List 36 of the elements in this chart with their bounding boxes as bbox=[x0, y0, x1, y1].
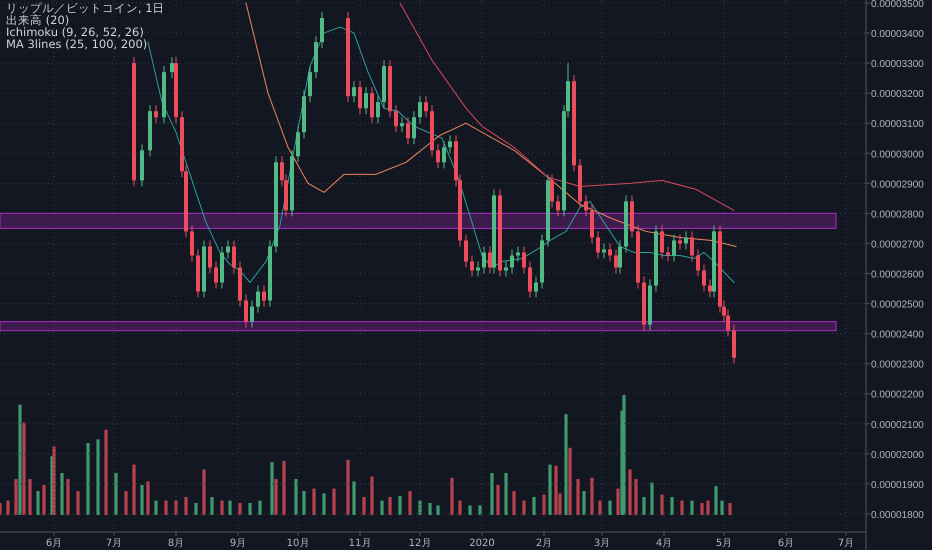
y-tick-label: 0.00002200 bbox=[871, 390, 924, 401]
y-tick-label: 0.00002700 bbox=[871, 239, 924, 250]
x-tick-label: 2月 bbox=[536, 538, 552, 549]
y-tick-label: 0.00003100 bbox=[871, 119, 924, 130]
x-tick-label: 10月 bbox=[286, 538, 310, 549]
x-tick-label: 5月 bbox=[716, 538, 732, 549]
x-tick-label: 8月 bbox=[168, 538, 184, 549]
y-tick-label: 0.00003200 bbox=[871, 89, 924, 100]
x-tick-label: 4月 bbox=[656, 538, 672, 549]
x-tick-label: 7月 bbox=[106, 538, 122, 549]
y-tick-label: 0.00001900 bbox=[871, 480, 924, 491]
annotation: 出来高 (20) bbox=[6, 13, 70, 27]
x-tick-label: 7月 bbox=[838, 538, 854, 549]
y-tick-label: 0.00002300 bbox=[871, 360, 924, 371]
x-tick-label: 12月 bbox=[408, 538, 432, 549]
x-tick-label: 11月 bbox=[348, 538, 372, 549]
y-tick-label: 0.00002900 bbox=[871, 179, 924, 190]
y-tick-label: 0.00002800 bbox=[871, 209, 924, 220]
annotation: MA 3lines (25, 100, 200) bbox=[6, 37, 148, 51]
y-tick-label: 0.00001800 bbox=[871, 510, 924, 521]
y-tick-label: 0.00003500 bbox=[871, 0, 924, 10]
annotation: Ichimoku (9, 26, 52, 26) bbox=[6, 25, 144, 39]
y-tick-label: 0.00002100 bbox=[871, 420, 924, 431]
x-tick-label: 6月 bbox=[778, 538, 794, 549]
y-tick-label: 0.00002500 bbox=[871, 300, 924, 311]
x-tick-label: 6月 bbox=[46, 538, 62, 549]
x-tick-label: 9月 bbox=[230, 538, 246, 549]
x-tick-label: 3月 bbox=[594, 538, 610, 549]
y-tick-label: 0.00002600 bbox=[871, 270, 924, 281]
y-tick-label: 0.00003300 bbox=[871, 59, 924, 70]
y-tick-label: 0.00002400 bbox=[871, 330, 924, 341]
x-tick-label: 2020 bbox=[469, 538, 495, 549]
chart-title: リップル／ビットコイン, 1日 bbox=[6, 1, 165, 15]
y-tick-label: 0.00002000 bbox=[871, 450, 924, 461]
y-tick-label: 0.00003000 bbox=[871, 149, 924, 160]
y-tick-label: 0.00003400 bbox=[871, 29, 924, 40]
